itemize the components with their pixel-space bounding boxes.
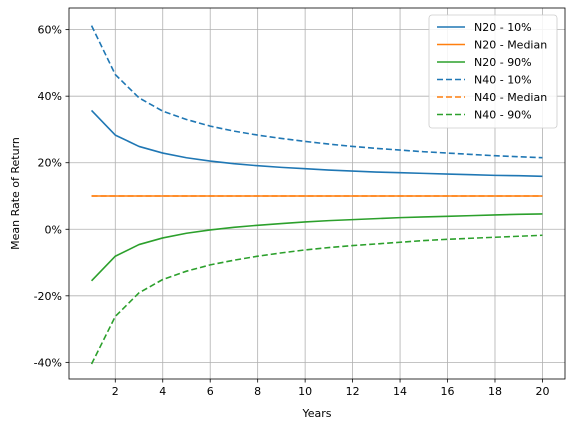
x-tick-label: 8 bbox=[254, 385, 261, 398]
series-line-6 bbox=[90, 234, 543, 365]
legend-label: N40 - 10% bbox=[474, 74, 532, 87]
x-tick-label: 10 bbox=[298, 385, 312, 398]
y-tick-label: 40% bbox=[38, 90, 62, 103]
x-tick-label: 6 bbox=[207, 385, 214, 398]
series-lines bbox=[90, 25, 543, 365]
x-tick-label: 14 bbox=[393, 385, 407, 398]
legend-label: N20 - 10% bbox=[474, 21, 532, 34]
x-axis-label: Years bbox=[301, 407, 331, 420]
legend-label: N40 - Median bbox=[474, 91, 547, 104]
y-axis-label: Mean Rate of Return bbox=[9, 137, 22, 250]
y-tick-label: 20% bbox=[38, 157, 62, 170]
x-tick-label: 20 bbox=[535, 385, 549, 398]
series-line-1 bbox=[90, 109, 543, 178]
legend-label: N20 - 90% bbox=[474, 56, 532, 69]
x-tick-label: 18 bbox=[488, 385, 502, 398]
y-tick-label: -20% bbox=[34, 290, 62, 303]
x-tick-label: 4 bbox=[159, 385, 166, 398]
series-line-4 bbox=[90, 25, 543, 159]
legend-label: N40 - 90% bbox=[474, 109, 532, 122]
y-tick-label: 0% bbox=[45, 223, 62, 236]
legend: N20 - 10% N20 - Median N20 - 90% N40 - 10% N… bbox=[428, 14, 558, 129]
legend-label: N20 - Median bbox=[474, 39, 547, 52]
plot-frame bbox=[68, 7, 566, 380]
x-tick-label: 12 bbox=[346, 385, 360, 398]
series-line-3 bbox=[90, 213, 543, 282]
y-tick-label: -40% bbox=[34, 356, 62, 369]
x-tick-label: 16 bbox=[441, 385, 455, 398]
x-tick-label: 2 bbox=[112, 385, 119, 398]
y-tick-label: 60% bbox=[38, 24, 62, 37]
legend-box bbox=[428, 14, 558, 129]
axis-ticks: 2 4 6 8 10 12 14 16 18 20 -40% -20% 0% 20% 40% 60% bbox=[34, 24, 550, 398]
